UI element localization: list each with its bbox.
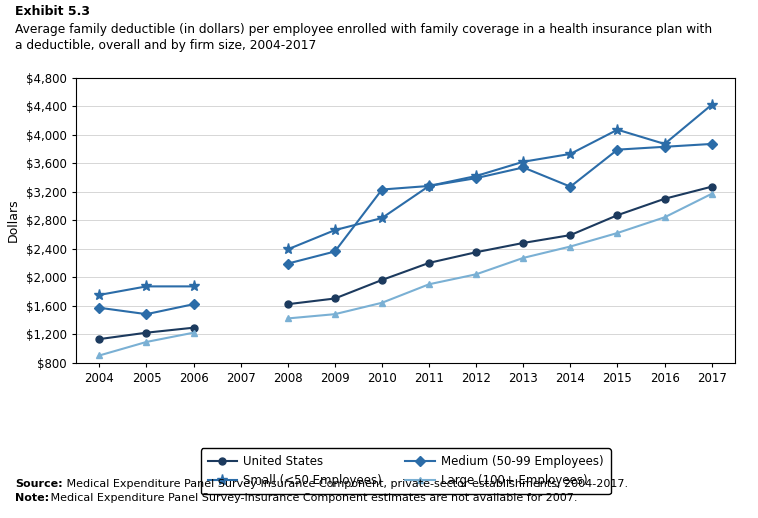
- Small (<50 Employees): [565, 151, 575, 157]
- United States: [283, 301, 293, 307]
- Large (100+ Employees): [660, 214, 669, 220]
- United States: [565, 232, 575, 238]
- Medium (50-99 Employees): [660, 143, 669, 150]
- Small (<50 Employees): [471, 173, 481, 179]
- Large (100+ Employees): [471, 271, 481, 277]
- United States: [330, 295, 340, 301]
- Text: Medical Expenditure Panel Survey-Insurance Component, private-sector establishme: Medical Expenditure Panel Survey-Insuran…: [63, 479, 628, 489]
- United States: [660, 196, 669, 202]
- Line: Small (<50 Employees): Small (<50 Employees): [94, 99, 717, 300]
- Line: United States: United States: [96, 183, 716, 342]
- Medium (50-99 Employees): [518, 164, 528, 170]
- Large (100+ Employees): [189, 329, 198, 336]
- Text: Medical Expenditure Panel Survey-Insurance Component estimates are not available: Medical Expenditure Panel Survey-Insuran…: [47, 493, 578, 503]
- Medium (50-99 Employees): [424, 183, 434, 189]
- Legend: United States, Small (<50 Employees), Medium (50-99 Employees), Large (100+ Empl: United States, Small (<50 Employees), Me…: [201, 448, 610, 494]
- Text: Average family deductible (in dollars) per employee enrolled with family coverag: Average family deductible (in dollars) p…: [15, 23, 713, 36]
- Large (100+ Employees): [95, 352, 104, 358]
- Medium (50-99 Employees): [377, 186, 387, 193]
- United States: [518, 240, 528, 246]
- Small (<50 Employees): [377, 215, 387, 221]
- Text: a deductible, overall and by firm size, 2004-2017: a deductible, overall and by firm size, …: [15, 39, 316, 52]
- Medium (50-99 Employees): [95, 305, 104, 311]
- Small (<50 Employees): [142, 283, 151, 290]
- United States: [189, 325, 198, 331]
- Line: Medium (50-99 Employees): Medium (50-99 Employees): [96, 140, 716, 318]
- Large (100+ Employees): [283, 315, 293, 322]
- Y-axis label: Dollars: Dollars: [8, 198, 20, 242]
- United States: [424, 260, 434, 266]
- Medium (50-99 Employees): [189, 301, 198, 307]
- Large (100+ Employees): [377, 299, 387, 306]
- Line: Large (100+ Employees): Large (100+ Employees): [96, 190, 716, 359]
- Medium (50-99 Employees): [283, 261, 293, 267]
- Text: Exhibit 5.3: Exhibit 5.3: [15, 5, 90, 18]
- Large (100+ Employees): [707, 191, 716, 197]
- United States: [377, 277, 387, 283]
- Text: Source:: Source:: [15, 479, 63, 489]
- United States: [471, 249, 481, 255]
- Small (<50 Employees): [283, 246, 293, 252]
- Medium (50-99 Employees): [471, 175, 481, 181]
- Small (<50 Employees): [518, 159, 528, 165]
- Small (<50 Employees): [189, 283, 198, 290]
- Large (100+ Employees): [613, 230, 622, 236]
- Large (100+ Employees): [142, 339, 151, 345]
- United States: [707, 183, 716, 190]
- Large (100+ Employees): [518, 255, 528, 261]
- Medium (50-99 Employees): [330, 248, 340, 254]
- United States: [613, 212, 622, 218]
- Large (100+ Employees): [424, 281, 434, 287]
- Small (<50 Employees): [707, 102, 716, 108]
- United States: [95, 336, 104, 342]
- Small (<50 Employees): [613, 126, 622, 133]
- Medium (50-99 Employees): [565, 183, 575, 190]
- Text: Note:: Note:: [15, 493, 49, 503]
- Small (<50 Employees): [660, 141, 669, 147]
- Medium (50-99 Employees): [613, 147, 622, 153]
- Small (<50 Employees): [330, 227, 340, 233]
- Large (100+ Employees): [330, 311, 340, 317]
- Small (<50 Employees): [424, 183, 434, 189]
- Medium (50-99 Employees): [142, 311, 151, 317]
- United States: [142, 329, 151, 336]
- Small (<50 Employees): [95, 292, 104, 298]
- Medium (50-99 Employees): [707, 141, 716, 147]
- Large (100+ Employees): [565, 243, 575, 250]
